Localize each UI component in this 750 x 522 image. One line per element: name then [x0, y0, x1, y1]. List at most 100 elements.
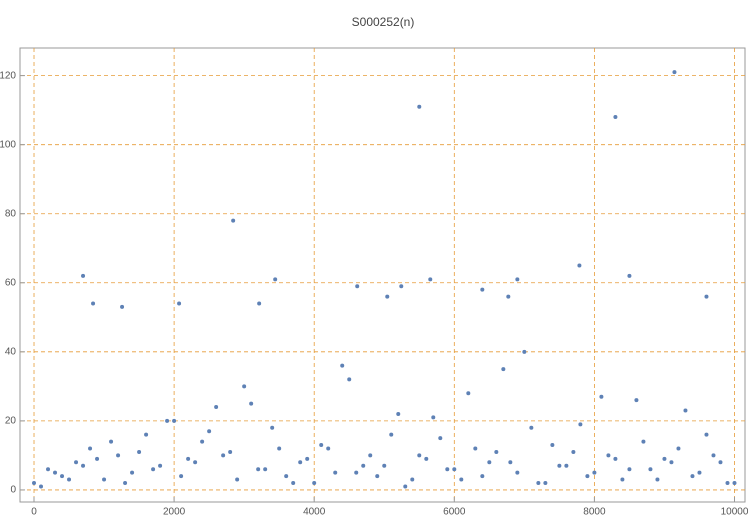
point [263, 467, 268, 472]
point [613, 456, 618, 461]
point [375, 474, 380, 479]
point [585, 474, 590, 479]
point [60, 474, 65, 479]
point [158, 463, 163, 468]
point [81, 463, 86, 468]
point [242, 384, 247, 389]
x-tick-label: 8000 [583, 507, 606, 517]
point [543, 481, 548, 486]
point [193, 460, 198, 465]
y-tick-label: 120 [0, 70, 16, 81]
y-tick-label: 0 [10, 485, 16, 496]
point [480, 474, 485, 479]
point [697, 470, 702, 475]
point [95, 456, 100, 461]
point [200, 439, 205, 444]
point [249, 401, 254, 406]
x-tick-label: 4000 [303, 507, 326, 517]
point [333, 470, 338, 475]
point [235, 477, 240, 482]
point [627, 467, 632, 472]
point [130, 470, 135, 475]
point [214, 405, 219, 410]
point [270, 425, 275, 430]
point [385, 294, 390, 299]
point [494, 449, 499, 454]
point [480, 287, 485, 292]
point [120, 304, 125, 309]
point [672, 70, 677, 75]
point [438, 436, 443, 441]
point [634, 398, 639, 403]
point [732, 481, 737, 486]
point [347, 377, 352, 382]
point [428, 277, 433, 282]
point [506, 294, 511, 299]
point [445, 467, 450, 472]
point [648, 467, 653, 472]
x-tick-label: 2000 [163, 507, 186, 517]
y-tick-label: 60 [5, 277, 17, 288]
point [725, 481, 730, 486]
point [399, 284, 404, 289]
point [228, 449, 233, 454]
y-tick-label: 20 [5, 416, 17, 427]
point [116, 453, 121, 458]
point [298, 460, 303, 465]
point [123, 481, 128, 486]
point [683, 408, 688, 413]
y-tick-label: 80 [5, 208, 17, 219]
point [88, 446, 93, 451]
point [151, 467, 156, 472]
point [67, 477, 72, 482]
point [459, 477, 464, 482]
point [256, 467, 261, 472]
point [165, 418, 170, 423]
point [340, 363, 345, 368]
point [91, 301, 96, 306]
point [389, 432, 394, 437]
point [231, 218, 236, 223]
point [361, 463, 366, 468]
point [102, 477, 107, 482]
point [39, 484, 44, 489]
point [354, 470, 359, 475]
point [452, 467, 457, 472]
point [410, 477, 415, 482]
point [564, 463, 569, 468]
point [53, 470, 58, 475]
point [466, 391, 471, 396]
point [676, 446, 681, 451]
point [221, 453, 226, 458]
point [690, 474, 695, 479]
point [501, 367, 506, 372]
point [207, 429, 212, 434]
point [662, 456, 667, 461]
point [257, 301, 262, 306]
point [291, 481, 296, 486]
point [277, 446, 282, 451]
point [536, 481, 541, 486]
point [403, 484, 408, 489]
point [599, 394, 604, 399]
point [81, 273, 86, 278]
point [179, 474, 184, 479]
point [109, 439, 114, 444]
point [273, 277, 278, 282]
point [355, 284, 360, 289]
point [508, 460, 513, 465]
point [669, 460, 674, 465]
point [711, 453, 716, 458]
point [473, 446, 478, 451]
point [515, 470, 520, 475]
point [382, 463, 387, 468]
point [424, 456, 429, 461]
point [177, 301, 182, 306]
point [46, 467, 51, 472]
point [550, 443, 555, 448]
point [74, 460, 79, 465]
point [529, 425, 534, 430]
point [137, 449, 142, 454]
point [577, 263, 582, 268]
